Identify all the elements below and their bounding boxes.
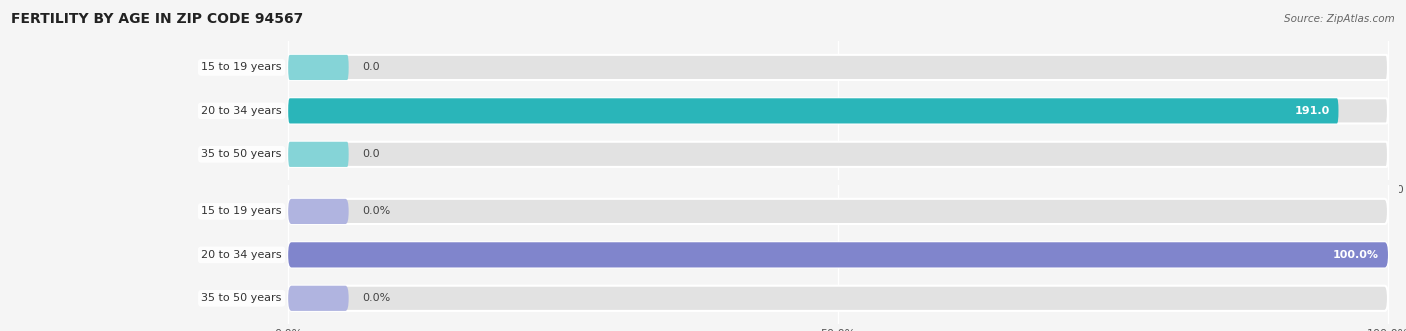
- Text: 0.0: 0.0: [361, 63, 380, 72]
- FancyBboxPatch shape: [288, 142, 349, 167]
- Text: 191.0: 191.0: [1295, 106, 1330, 116]
- FancyBboxPatch shape: [288, 199, 1388, 224]
- FancyBboxPatch shape: [288, 199, 349, 224]
- FancyBboxPatch shape: [288, 98, 1339, 123]
- Text: FERTILITY BY AGE IN ZIP CODE 94567: FERTILITY BY AGE IN ZIP CODE 94567: [11, 12, 304, 26]
- Text: 100.0%: 100.0%: [1333, 250, 1379, 260]
- Text: Source: ZipAtlas.com: Source: ZipAtlas.com: [1284, 14, 1395, 24]
- Text: 20 to 34 years: 20 to 34 years: [201, 106, 281, 116]
- FancyBboxPatch shape: [288, 142, 1388, 167]
- FancyBboxPatch shape: [288, 98, 1388, 123]
- Text: 0.0%: 0.0%: [361, 293, 389, 303]
- FancyBboxPatch shape: [288, 286, 349, 311]
- Text: 35 to 50 years: 35 to 50 years: [201, 149, 281, 159]
- FancyBboxPatch shape: [288, 286, 1388, 311]
- Text: 20 to 34 years: 20 to 34 years: [201, 250, 281, 260]
- Text: 35 to 50 years: 35 to 50 years: [201, 293, 281, 303]
- FancyBboxPatch shape: [288, 242, 1388, 267]
- FancyBboxPatch shape: [288, 55, 1388, 80]
- Text: 0.0: 0.0: [361, 149, 380, 159]
- Text: 15 to 19 years: 15 to 19 years: [201, 207, 281, 216]
- FancyBboxPatch shape: [288, 242, 1388, 267]
- Text: 0.0%: 0.0%: [361, 207, 389, 216]
- FancyBboxPatch shape: [288, 55, 349, 80]
- Text: 15 to 19 years: 15 to 19 years: [201, 63, 281, 72]
